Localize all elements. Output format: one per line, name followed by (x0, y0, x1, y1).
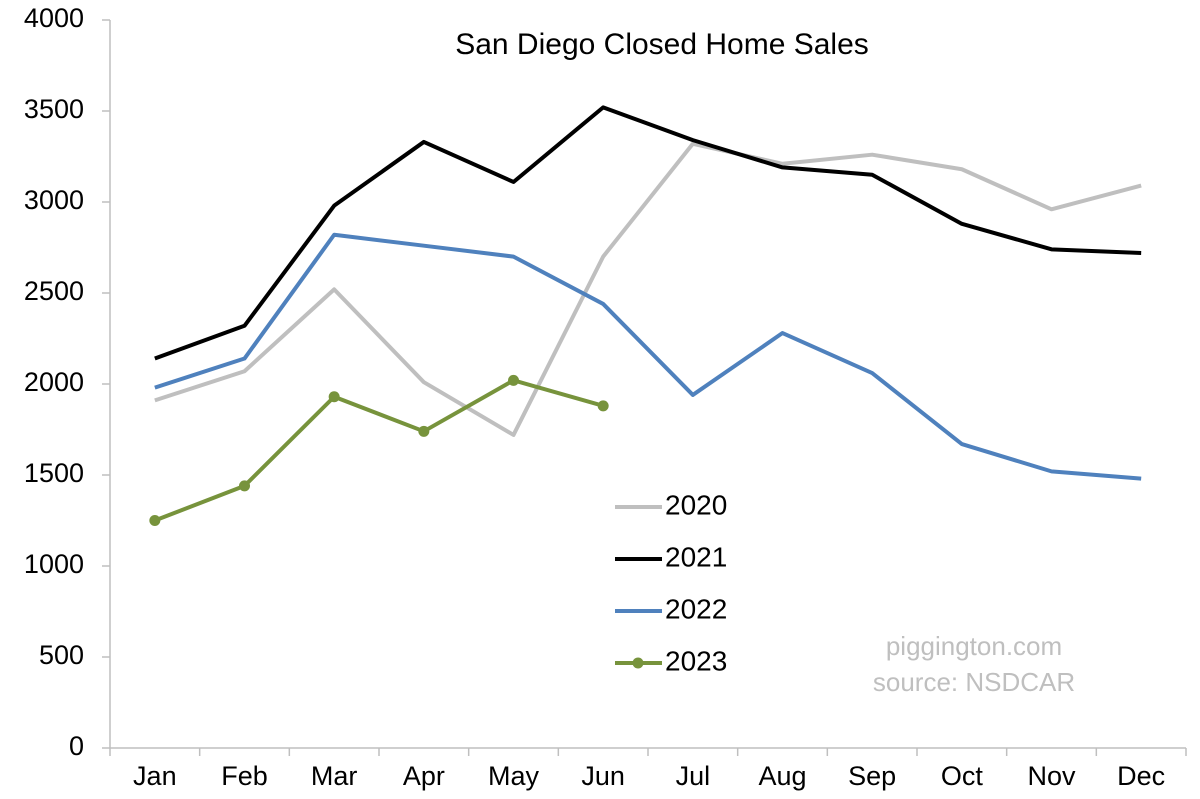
x-tick-label: Feb (221, 761, 268, 791)
series-line (154, 141, 1142, 437)
point (508, 374, 519, 386)
y-tick-label: 3500 (24, 94, 84, 124)
x-tick-label: Dec (1117, 761, 1165, 791)
x-tick-label: Aug (758, 761, 806, 791)
source-note: source: NSDCAR (873, 667, 1075, 697)
x-tick-label: Oct (941, 761, 984, 791)
y-tick-label: 1500 (24, 458, 84, 488)
watermark: piggington.com (886, 631, 1062, 661)
y-tick-label: 500 (39, 640, 84, 670)
x-tick-label: Apr (403, 761, 445, 791)
x-tick-label: Jan (133, 761, 177, 791)
point (328, 391, 340, 403)
x-tick-label: May (488, 761, 540, 791)
legend-label: 2022 (665, 593, 727, 624)
chart-title: San Diego Closed Home Sales (455, 28, 869, 61)
y-tick-label: 2000 (24, 367, 84, 397)
y-tick-label: 3000 (24, 185, 84, 215)
y-tick-label: 0 (69, 731, 84, 761)
x-tick-label: Nov (1027, 761, 1076, 791)
series-line (154, 378, 604, 523)
x-tick-label: Sep (848, 761, 896, 791)
y-tick-label: 1000 (24, 549, 84, 579)
point (597, 400, 609, 412)
x-tick-label: Mar (311, 761, 358, 791)
legend-marker (632, 657, 644, 669)
y-tick-label: 2500 (24, 276, 84, 306)
y-tick-label: 4000 (24, 3, 84, 33)
x-tick-label: Jun (581, 761, 625, 791)
legend-label: 2021 (665, 541, 727, 572)
x-tick-label: Jul (676, 761, 711, 791)
point (149, 515, 161, 526)
series-line (154, 232, 1142, 481)
legend-label: 2020 (665, 489, 727, 520)
point (239, 480, 250, 492)
legend-label: 2023 (665, 645, 727, 676)
series-line (154, 105, 1142, 361)
point (418, 425, 430, 437)
